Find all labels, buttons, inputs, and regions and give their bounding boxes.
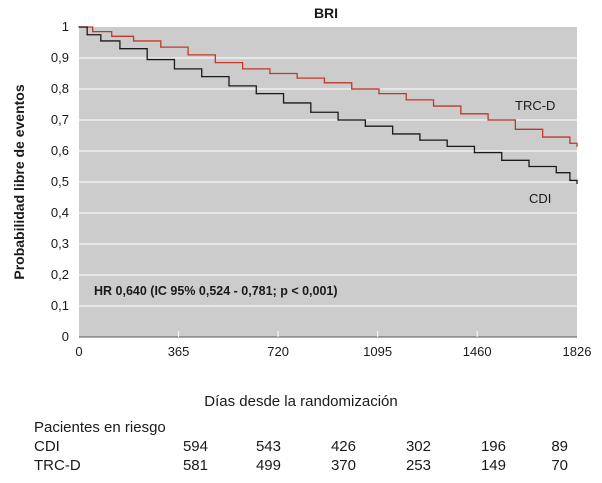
series-point	[296, 77, 298, 79]
series-point	[542, 136, 544, 138]
y-axis-title: Probabilidad libre de eventos	[11, 84, 27, 279]
risk-table: Pacientes en riesgo CDI 594 543 426 302 196 8…	[34, 418, 568, 475]
series-point	[132, 40, 135, 42]
series-point	[173, 68, 176, 70]
risk-cell: 426	[330, 438, 356, 455]
risk-cell: 70	[551, 457, 568, 474]
series-line-1	[79, 26, 578, 184]
chart-title: BRI	[314, 5, 338, 21]
y-tick-label: 0,2	[51, 267, 69, 282]
series-label-cdi: CDI	[529, 191, 551, 206]
series-point	[201, 76, 203, 78]
series-layer	[78, 26, 578, 185]
series-point	[501, 159, 503, 161]
x-tick-labels: 0 365 720 1095 1460 1826	[75, 331, 591, 359]
risk-cell: 499	[255, 457, 281, 474]
risk-row-trcd: TRC-D 581 499 370 253 149 70	[34, 456, 568, 475]
series-point	[392, 133, 394, 135]
series-point	[92, 31, 94, 33]
series-label-trcd: TRC-D	[515, 98, 555, 113]
risk-cell: 89	[551, 438, 568, 455]
x-tick-label: 0	[75, 344, 82, 359]
series-point	[323, 82, 326, 84]
plot-svg: BRI 0 0,1 0,2 0,3 0,4 0,5 0,6 0,7 0,8 0,9 1 0 365 72…	[11, 5, 591, 359]
series-point	[86, 34, 88, 36]
x-tick-label: 1826	[563, 344, 592, 359]
y-tick-label: 0,3	[51, 236, 69, 251]
series-point	[405, 99, 407, 101]
risk-cell: 196	[480, 438, 506, 455]
series-point	[269, 72, 271, 75]
series-point	[78, 26, 80, 28]
risk-row-label: CDI	[34, 438, 60, 455]
series-point	[446, 145, 448, 147]
risk-cell: 370	[330, 457, 356, 474]
risk-cell: 543	[255, 438, 281, 455]
series-point	[419, 139, 421, 141]
series-point	[576, 182, 578, 185]
series-point	[569, 179, 571, 182]
series-point	[514, 128, 516, 130]
series-point	[119, 48, 121, 50]
series-point	[576, 145, 578, 147]
series-point	[473, 151, 476, 154]
series-point	[242, 68, 244, 70]
y-tick-label: 0,8	[51, 81, 69, 96]
risk-cell: 594	[182, 438, 208, 455]
series-point	[111, 35, 113, 37]
series-point	[364, 125, 366, 127]
y-tick-label: 0,7	[51, 112, 69, 127]
series-point	[569, 142, 571, 144]
series-point	[228, 85, 230, 87]
series-point	[432, 105, 435, 107]
series-point	[282, 102, 285, 104]
y-tick-label: 1	[62, 19, 69, 34]
series-point	[351, 88, 353, 90]
series-point	[337, 119, 339, 121]
risk-row-cdi: CDI 594 543 426 302 196 89	[34, 437, 568, 456]
y-tick-label: 0,6	[51, 143, 69, 158]
series-point	[460, 113, 462, 115]
risk-row-label: TRC-D	[34, 457, 81, 474]
x-tick-label: 1095	[363, 344, 392, 359]
x-axis-title: Días desde la randomización	[204, 393, 398, 410]
series-point	[100, 40, 102, 42]
series-point	[146, 58, 148, 61]
hr-annotation: HR 0,640 (IC 95% 0,524 - 0,781; p < 0,00…	[94, 284, 338, 298]
series-point	[160, 46, 162, 48]
risk-cell: 149	[480, 457, 506, 474]
risk-cell: 302	[405, 438, 431, 455]
y-tick-label: 0	[62, 329, 69, 344]
series-point	[255, 93, 257, 95]
series-point	[187, 54, 189, 56]
series-point	[555, 172, 557, 174]
x-tick-label: 1460	[463, 344, 492, 359]
series-point	[487, 119, 489, 121]
y-tick-label: 0,1	[51, 298, 69, 313]
x-tick-label: 365	[168, 344, 190, 359]
series-point	[214, 62, 216, 64]
series-point	[378, 93, 380, 95]
y-tick-label: 0,5	[51, 174, 69, 189]
y-tick-label: 0,9	[51, 50, 69, 65]
y-tick-label: 0,4	[51, 205, 69, 220]
risk-cell: 581	[182, 457, 208, 474]
y-tick-labels: 0 0,1 0,2 0,3 0,4 0,5 0,6 0,7 0,8 0,9 1	[51, 19, 69, 344]
risk-cell: 253	[405, 457, 431, 474]
series-point	[310, 111, 312, 113]
series-point	[528, 165, 530, 168]
risk-table-header: Pacientes en riesgo	[34, 419, 166, 436]
x-tick-label: 720	[267, 344, 289, 359]
